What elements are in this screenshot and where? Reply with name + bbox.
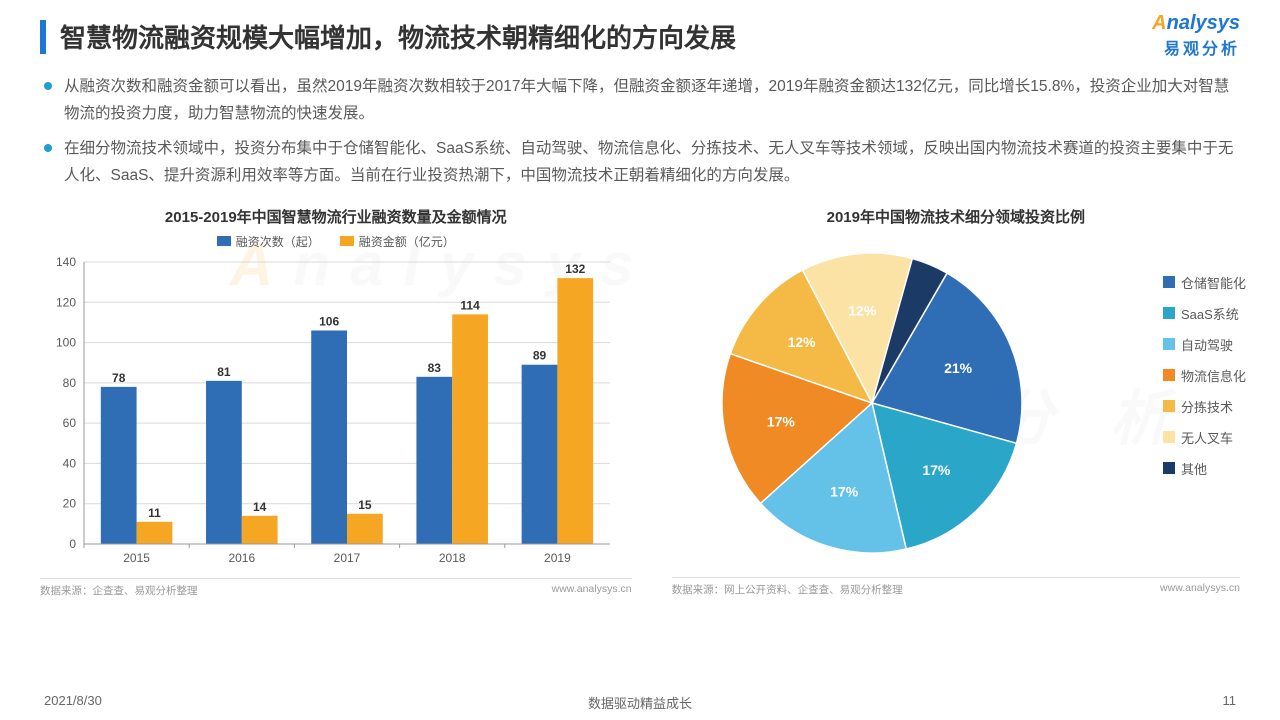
bar-chart-svg: 0 20 40 60 80 100 120 140 78 11 2015 81 14 2016 106 15 2… — [40, 252, 620, 572]
bullet-dot-icon — [44, 82, 52, 90]
legend-swatch-icon — [1163, 369, 1175, 381]
logo-subtext: 易观分析 — [1152, 35, 1240, 59]
pie-legend-item: 无人叉车 — [1163, 428, 1246, 447]
source-left: 数据来源：网上公开资料、企查查、易观分析整理 — [672, 582, 903, 597]
svg-text:20: 20 — [63, 496, 77, 510]
bullet-item: 在细分物流技术领域中，投资分布集中于仓储智能化、SaaS系统、自动驾驶、物流信息… — [44, 135, 1236, 189]
footer-date: 2021/8/30 — [44, 693, 102, 708]
source-right: www.analysys.cn — [1160, 582, 1240, 597]
svg-text:17%: 17% — [766, 413, 795, 429]
pie-legend-item: 仓储智能化 — [1163, 273, 1246, 292]
bar-chart-title: 2015-2019年中国智慧物流行业融资数量及金额情况 — [40, 206, 632, 227]
legend-swatch-icon — [217, 236, 231, 246]
svg-text:15: 15 — [358, 497, 372, 511]
legend-label: 融资金额（亿元） — [359, 233, 455, 250]
legend-swatch-icon — [1163, 462, 1175, 474]
pie-legend-item: 自动驾驶 — [1163, 335, 1246, 354]
svg-text:14: 14 — [253, 499, 267, 513]
pie-chart-legend: 仓储智能化 SaaS系统自动驾驶物流信息化分拣技术无人叉车其他 — [1163, 273, 1246, 490]
legend-label: 融资次数（起） — [236, 233, 320, 250]
svg-text:120: 120 — [56, 295, 76, 309]
svg-text:83: 83 — [428, 360, 442, 374]
pie-chart-title: 2019年中国物流技术细分领域投资比例 — [672, 206, 1240, 227]
svg-text:78: 78 — [112, 370, 126, 384]
bar-chart-legend: 融资次数（起） 融资金额（亿元） — [40, 233, 632, 250]
svg-text:0: 0 — [69, 537, 76, 551]
svg-text:40: 40 — [63, 456, 77, 470]
svg-text:2018: 2018 — [439, 551, 466, 565]
legend-swatch-icon — [1163, 276, 1175, 288]
slide-footer: 2021/8/30 数据驱动精益成长 11 — [0, 693, 1280, 708]
svg-text:2017: 2017 — [334, 551, 361, 565]
svg-text:60: 60 — [63, 416, 77, 430]
svg-text:140: 140 — [56, 255, 76, 269]
svg-text:132: 132 — [565, 262, 585, 276]
svg-text:2019: 2019 — [544, 551, 571, 565]
pie-chart-source: 数据来源：网上公开资料、企查查、易观分析整理 www.analysys.cn — [672, 577, 1240, 597]
legend-label: SaaS系统 — [1181, 304, 1239, 323]
legend-swatch-icon — [1163, 431, 1175, 443]
bar-chart-source: 数据来源：企查查、易观分析整理 www.analysys.cn — [40, 578, 632, 598]
slide-header: 智慧物流融资规模大幅增加，物流技术朝精细化的方向发展 — [0, 0, 1280, 65]
legend-swatch-icon — [1163, 338, 1175, 350]
pie-chart-panel: 2019年中国物流技术细分领域投资比例 21%17%17%17%12%12% 仓… — [652, 206, 1240, 598]
svg-text:11: 11 — [148, 505, 161, 519]
footer-page-number: 11 — [1223, 693, 1237, 708]
bar-chart-panel: 2015-2019年中国智慧物流行业融资数量及金额情况 融资次数（起） 融资金额… — [40, 206, 652, 598]
pie-legend-item: 分拣技术 — [1163, 397, 1246, 416]
svg-text:81: 81 — [217, 364, 231, 378]
bullet-item: 从融资次数和融资金额可以看出，虽然2019年融资次数相较于2017年大幅下降，但… — [44, 73, 1236, 127]
bullet-text: 在细分物流技术领域中，投资分布集中于仓储智能化、SaaS系统、自动驾驶、物流信息… — [64, 135, 1236, 189]
title-accent-bar — [40, 20, 46, 54]
svg-text:2015: 2015 — [123, 551, 150, 565]
legend-label: 无人叉车 — [1181, 428, 1233, 447]
bullet-dot-icon — [44, 144, 52, 152]
svg-text:80: 80 — [63, 375, 77, 389]
legend-swatch-icon — [340, 236, 354, 246]
svg-text:2016: 2016 — [228, 551, 255, 565]
svg-text:106: 106 — [319, 314, 339, 328]
legend-label: 其他 — [1181, 459, 1207, 478]
svg-text:17%: 17% — [830, 483, 859, 499]
pie-legend-item: 其他 — [1163, 459, 1246, 478]
svg-text:100: 100 — [56, 335, 76, 349]
source-right: www.analysys.cn — [552, 583, 632, 598]
slide-title: 智慧物流融资规模大幅增加，物流技术朝精细化的方向发展 — [60, 18, 736, 55]
pie-chart-svg: 21% 17% 17% 17% 12% 12% — [662, 233, 1082, 563]
bullet-list: 从融资次数和融资金额可以看出，虽然2019年融资次数相较于2017年大幅下降，但… — [0, 65, 1280, 202]
legend-label: 仓储智能化 — [1181, 273, 1246, 292]
charts-row: 2015-2019年中国智慧物流行业融资数量及金额情况 融资次数（起） 融资金额… — [0, 206, 1280, 598]
legend-swatch-icon — [1163, 400, 1175, 412]
logo-wordmark: Analysys — [1152, 12, 1240, 35]
svg-text:12%: 12% — [787, 334, 816, 350]
source-left: 数据来源：企查查、易观分析整理 — [40, 583, 198, 598]
legend-swatch-icon — [1163, 307, 1175, 319]
svg-text:21%: 21% — [944, 359, 973, 375]
legend-item: 融资次数（起） — [217, 233, 320, 250]
legend-label: 分拣技术 — [1181, 397, 1233, 416]
brand-logo: Analysys 易观分析 — [1152, 12, 1240, 59]
pie-legend-item: SaaS系统 — [1163, 304, 1246, 323]
legend-label: 物流信息化 — [1181, 366, 1246, 385]
svg-text:12%: 12% — [848, 302, 877, 318]
svg-text:89: 89 — [533, 348, 547, 362]
pie-legend-item: 物流信息化 — [1163, 366, 1246, 385]
legend-item: 融资金额（亿元） — [340, 233, 455, 250]
footer-tagline: 数据驱动精益成长 — [588, 693, 692, 712]
svg-text:114: 114 — [460, 298, 480, 312]
legend-label: 自动驾驶 — [1181, 335, 1233, 354]
svg-text:17%: 17% — [922, 462, 951, 478]
bullet-text: 从融资次数和融资金额可以看出，虽然2019年融资次数相较于2017年大幅下降，但… — [64, 73, 1236, 127]
